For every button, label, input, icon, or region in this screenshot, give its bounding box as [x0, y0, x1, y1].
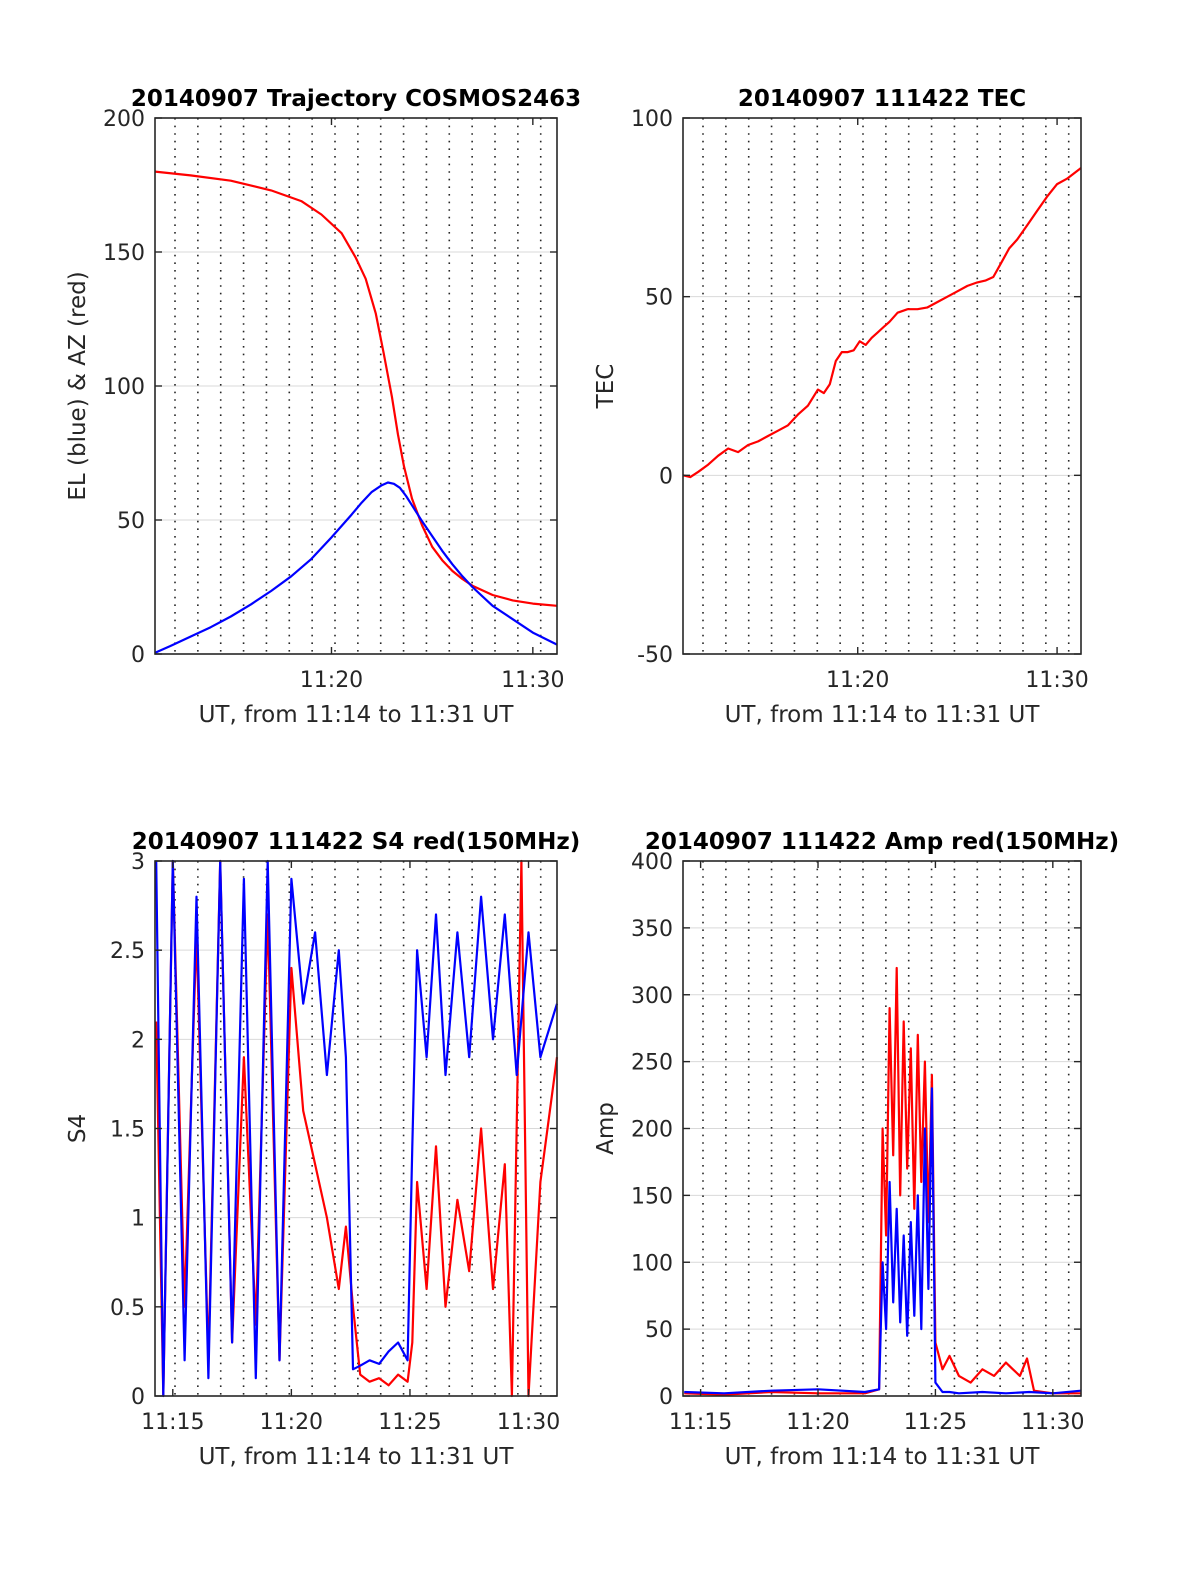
tec-ytick-label: 100 [631, 107, 673, 132]
s4-ytick-label: 1.5 [110, 1118, 145, 1143]
s4-xlabel: UT, from 11:14 to 11:31 UT [199, 1444, 515, 1470]
tec-ytick-label: 50 [645, 286, 673, 311]
s4-blue-series-line [155, 859, 559, 1398]
amp-ytick-label: 50 [645, 1318, 673, 1343]
tec-panel: 20140907 111422 TEC UT, from 11:14 to 11… [593, 86, 1089, 728]
amp-blue-series-line [684, 1087, 1082, 1395]
amp-panel: 20140907 111422 Amp red(150MHz) UT, from… [593, 829, 1119, 1470]
s4-ytick-label: 0.5 [110, 1296, 145, 1321]
trajectory-xtick-label: 11:30 [501, 668, 564, 693]
amp-xlabel: UT, from 11:14 to 11:31 UT [725, 1444, 1041, 1470]
tec-ytick-label: -50 [637, 643, 673, 668]
s4-title: 20140907 111422 S4 red(150MHz) [132, 829, 581, 855]
trajectory-ytick-label: 150 [103, 241, 145, 266]
tec-red-series-line [682, 167, 1082, 479]
amp-title: 20140907 111422 Amp red(150MHz) [645, 829, 1119, 855]
s4-xtick-label: 11:30 [497, 1410, 560, 1435]
tec-ylabel: TEC [593, 364, 619, 410]
trajectory-ytick-label: 0 [131, 643, 145, 668]
amp-ytick-label: 350 [631, 917, 673, 942]
trajectory-xlabel: UT, from 11:14 to 11:31 UT [199, 702, 515, 728]
trajectory-xtick-label: 11:20 [300, 668, 363, 693]
trajectory-ytick-label: 200 [103, 107, 145, 132]
tec-axes-box [682, 117, 1082, 655]
s4-ytick-label: 3 [131, 850, 145, 875]
s4-ytick-label: 2 [131, 1028, 145, 1053]
amp-ytick-label: 0 [659, 1385, 673, 1410]
amp-ytick-label: 250 [631, 1051, 673, 1076]
amp-xtick-label: 11:30 [1021, 1410, 1084, 1435]
trajectory-ylabel: EL (blue) & AZ (red) [65, 271, 91, 500]
tec-title: 20140907 111422 TEC [738, 86, 1026, 112]
amp-ylabel: Amp [593, 1102, 619, 1155]
amp-plot-area [683, 860, 1081, 1397]
s4-panel: 20140907 111422 S4 red(150MHz) UT, from … [65, 829, 580, 1470]
amp-ytick-label: 200 [631, 1118, 673, 1143]
trajectory-ytick-label: 100 [103, 375, 145, 400]
trajectory-blue-series-line [154, 481, 558, 654]
s4-ytick-label: 2.5 [110, 939, 145, 964]
s4-ytick-label: 1 [131, 1207, 145, 1232]
amp-ytick-label: 300 [631, 984, 673, 1009]
trajectory-title: 20140907 Trajectory COSMOS2463 [131, 86, 581, 112]
s4-xtick-label: 11:15 [141, 1410, 204, 1435]
s4-xtick-label: 11:25 [378, 1410, 441, 1435]
tec-xtick-label: 11:20 [826, 668, 889, 693]
s4-ytick-label: 0 [131, 1385, 145, 1410]
amp-xtick-label: 11:15 [669, 1410, 732, 1435]
tec-ytick-label: 0 [659, 464, 673, 489]
tec-xtick-label: 11:30 [1025, 668, 1088, 693]
trajectory-panel: 20140907 Trajectory COSMOS2463 UT, from … [65, 86, 581, 728]
s4-ylabel: S4 [65, 1114, 91, 1143]
amp-xtick-label: 11:25 [904, 1410, 967, 1435]
amp-ytick-label: 100 [631, 1251, 673, 1276]
amp-xtick-label: 11:20 [786, 1410, 849, 1435]
s4-xtick-label: 11:20 [260, 1410, 323, 1435]
trajectory-ytick-label: 50 [117, 509, 145, 534]
amp-ytick-label: 150 [631, 1184, 673, 1209]
amp-ytick-label: 400 [631, 850, 673, 875]
amp-red-series-line [684, 966, 1081, 1396]
tec-xlabel: UT, from 11:14 to 11:31 UT [725, 702, 1041, 728]
